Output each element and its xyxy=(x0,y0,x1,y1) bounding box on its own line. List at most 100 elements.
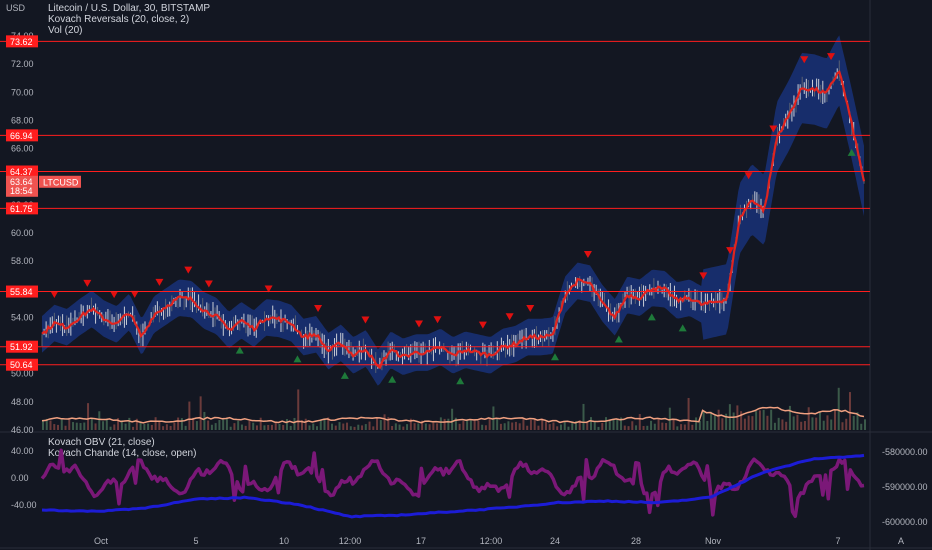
volume-bar xyxy=(537,425,540,430)
volume-bar xyxy=(214,423,217,430)
volume-bar xyxy=(300,420,303,430)
ticker-tag xyxy=(39,175,81,188)
volume-bar xyxy=(113,424,116,430)
x-tick-label: 5 xyxy=(193,536,198,546)
x-tick-label: Oct xyxy=(94,536,109,546)
volume-bar xyxy=(590,417,592,430)
volume-bar xyxy=(616,419,619,430)
indicator-kovach-chande[interactable]: Kovach Chande (14, close, open) xyxy=(48,448,197,459)
volume-bar xyxy=(743,418,746,430)
volume-bar xyxy=(758,410,761,430)
volume-bar xyxy=(680,424,683,430)
volume-bar xyxy=(676,426,679,430)
level-label-box xyxy=(6,129,38,142)
volume-bar xyxy=(207,420,210,430)
volume-bar xyxy=(848,392,851,430)
indicator-kovach-obv[interactable]: Kovach OBV (21, close) xyxy=(48,437,155,448)
x-tick-label: 12:00 xyxy=(480,536,503,546)
volume-bar xyxy=(773,422,776,430)
volume-bar xyxy=(90,417,93,430)
sell-marker xyxy=(800,56,809,64)
volume-bar xyxy=(372,426,375,430)
level-label-box xyxy=(6,340,38,353)
volume-bar xyxy=(713,414,716,430)
volume-bar xyxy=(661,422,664,430)
symbol-title[interactable]: Litecoin / U.S. Dollar, 30, BITSTAMP xyxy=(48,3,211,14)
volume-bar xyxy=(653,423,656,430)
volume-bar xyxy=(469,420,472,430)
volume-bar xyxy=(428,424,431,430)
volume-bar xyxy=(158,421,161,430)
volume-bar xyxy=(496,418,499,430)
volume-bar xyxy=(252,422,255,430)
sell-marker xyxy=(726,247,735,255)
volume-bar xyxy=(751,416,754,430)
volume-bar xyxy=(578,420,581,430)
volume-bar xyxy=(289,425,292,430)
volume-bar xyxy=(282,424,285,430)
buy-marker xyxy=(678,324,687,332)
buy-marker xyxy=(647,313,656,321)
level-label: 51.92 xyxy=(10,342,33,352)
volume-bar xyxy=(117,418,120,430)
volume-bar xyxy=(458,423,461,430)
indicator-volume[interactable]: Vol (20) xyxy=(48,25,83,36)
volume-bar xyxy=(541,418,544,430)
volume-bar xyxy=(439,417,442,430)
volume-bar xyxy=(593,420,596,430)
volume-bar xyxy=(860,423,863,430)
volume-bar xyxy=(845,418,848,430)
volume-bar xyxy=(424,423,427,430)
volume-bar xyxy=(620,417,623,430)
volume-bar xyxy=(548,424,551,430)
volume-bar xyxy=(308,425,311,430)
volume-bar xyxy=(544,421,547,430)
volume-bar xyxy=(409,418,412,430)
volume-bar xyxy=(586,421,589,430)
volume-bar xyxy=(691,424,694,430)
volume-bar xyxy=(297,389,300,430)
volume-bar xyxy=(199,396,202,430)
volume-bar xyxy=(503,423,506,430)
volume-bar xyxy=(312,423,315,430)
y-tick-label: 54.00 xyxy=(11,312,34,322)
volume-bar xyxy=(293,417,296,430)
volume-bar xyxy=(406,424,409,430)
volume-bar xyxy=(120,420,123,430)
volume-bar xyxy=(864,419,866,430)
volume-bar xyxy=(195,421,198,430)
y-tick-label: 50.00 xyxy=(11,369,34,379)
osc-right-tick: -600000.00 xyxy=(882,517,928,527)
osc-left-tick: -40.00 xyxy=(11,500,37,510)
volume-bar xyxy=(57,424,60,430)
volume-bar xyxy=(822,420,825,430)
volume-bar xyxy=(218,420,221,430)
volume-bar xyxy=(361,425,364,430)
volume-bar xyxy=(747,415,750,430)
volume-bar xyxy=(481,424,484,430)
volume-bar xyxy=(443,418,446,430)
indicator-kovach-reversals[interactable]: Kovach Reversals (20, close, 2) xyxy=(48,14,190,25)
sell-marker xyxy=(433,316,442,324)
volume-bar xyxy=(180,418,183,430)
last-price-countdown: 18:54 xyxy=(10,186,33,196)
volume-ma-line xyxy=(41,406,865,424)
volume-bar xyxy=(522,417,525,430)
volume-bar xyxy=(105,419,108,430)
obv-line xyxy=(41,453,865,519)
volume-bar xyxy=(398,424,401,430)
volume-bar xyxy=(319,419,322,430)
volume-bar xyxy=(331,423,334,430)
buy-marker xyxy=(614,335,623,343)
level-label: 61.75 xyxy=(10,204,33,214)
sell-marker xyxy=(744,172,753,180)
volume-bar xyxy=(755,411,758,430)
volume-bar xyxy=(612,418,615,430)
volume-bar xyxy=(353,426,356,430)
volume-bar xyxy=(87,403,90,430)
buy-marker xyxy=(847,148,856,156)
auto-scale-button[interactable]: A xyxy=(898,536,905,546)
volume-bar xyxy=(45,418,48,430)
last-price-box xyxy=(6,175,38,197)
